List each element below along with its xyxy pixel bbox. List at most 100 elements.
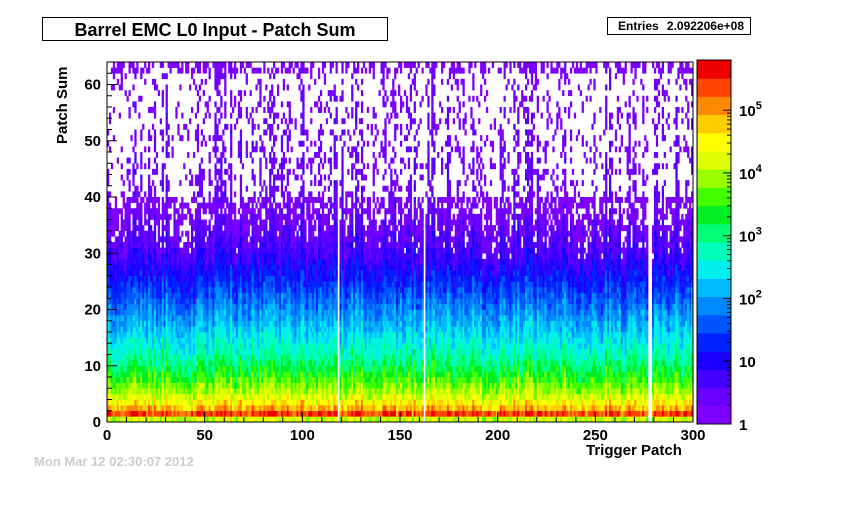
heatmap-cell [259, 337, 262, 344]
heatmap-cell [319, 354, 323, 361]
heatmap-cell [278, 298, 282, 305]
heatmap-cell [163, 281, 166, 288]
heatmap-cell [255, 275, 258, 282]
heatmap-cell [198, 168, 202, 175]
heatmap-cell [300, 292, 303, 299]
heatmap-cell [265, 275, 268, 282]
heatmap-cell [319, 90, 323, 97]
heatmap-cell [163, 264, 166, 271]
heatmap-cell [294, 326, 297, 333]
heatmap-cell [284, 67, 287, 74]
heatmap-cell [273, 191, 276, 198]
heatmap-cell [132, 163, 135, 170]
heatmap-cell [319, 180, 323, 187]
heatmap-cell [276, 377, 280, 383]
heatmap-cell [316, 337, 319, 344]
heatmap-cell [321, 225, 325, 232]
heatmap-cell [208, 275, 211, 282]
heatmap-cell [134, 292, 137, 299]
heatmap-cell [183, 332, 186, 338]
heatmap-cell [151, 247, 155, 254]
heatmap-cell [319, 219, 323, 226]
heatmap-cell [276, 332, 280, 338]
heatmap-cell [110, 208, 114, 215]
heatmap-cell [245, 213, 248, 220]
heatmap-cell [317, 152, 321, 158]
heatmap-cell [159, 388, 162, 395]
heatmap-cell [136, 377, 139, 383]
heatmap-cell [241, 326, 245, 333]
heatmap-cell [130, 264, 133, 271]
heatmap-cell [183, 315, 186, 322]
heatmap-cell [151, 168, 155, 175]
heatmap-cell [190, 73, 194, 80]
heatmap-cell [161, 135, 164, 142]
heatmap-cell [165, 146, 168, 153]
heatmap-cell [140, 320, 143, 327]
heatmap-cell [148, 197, 151, 203]
heatmap-cell [274, 332, 278, 338]
heatmap-cell [290, 242, 293, 248]
heatmap-cell [282, 258, 286, 265]
heatmap-cell [169, 315, 172, 322]
heatmap-cell [140, 388, 143, 395]
heatmap-cell [124, 410, 127, 417]
heatmap-cell [300, 410, 303, 417]
heatmap-cell [290, 236, 293, 243]
heatmap-cell [173, 287, 176, 293]
heatmap-cell [276, 123, 280, 130]
heatmap-cell [298, 410, 301, 417]
heatmap-cell [107, 343, 110, 350]
heatmap-cell [114, 320, 118, 327]
heatmap-cell [206, 107, 209, 113]
heatmap-cell [239, 365, 243, 372]
heatmap-cell [198, 393, 202, 400]
heatmap-cell [286, 213, 289, 220]
heatmap-cell [144, 275, 147, 282]
heatmap-cell [278, 213, 282, 220]
heatmap-cell [218, 247, 221, 254]
heatmap-cell [148, 157, 151, 164]
heatmap-cell [296, 360, 299, 367]
heatmap-cell [304, 377, 307, 383]
heatmap-cell [130, 253, 133, 260]
heatmap-cell [232, 309, 235, 316]
heatmap-cell [251, 343, 254, 350]
heatmap-cell [179, 309, 182, 316]
heatmap-cell [214, 152, 217, 158]
heatmap-cell [316, 292, 319, 299]
heatmap-cell [140, 382, 143, 389]
heatmap-cell [280, 174, 284, 181]
heatmap-cell [157, 208, 161, 215]
heatmap-cell [302, 309, 305, 316]
heatmap-cell [187, 281, 190, 288]
heatmap-cell [140, 287, 143, 293]
heatmap-cell [149, 298, 153, 305]
heatmap-cell [148, 62, 151, 68]
heatmap-cell [241, 292, 245, 299]
heatmap-cell [230, 348, 233, 355]
heatmap-cell [218, 67, 221, 74]
heatmap-cell [274, 174, 278, 181]
heatmap-cell [274, 270, 278, 277]
heatmap-cell [222, 258, 225, 265]
heatmap-cell [261, 393, 264, 400]
heatmap-cell [274, 247, 278, 254]
heatmap-cell [245, 410, 248, 417]
heatmap-cell [296, 287, 299, 293]
heatmap-cell [230, 258, 233, 265]
heatmap-cell [173, 230, 176, 237]
heatmap-cell [114, 377, 118, 383]
heatmap-cell [308, 377, 311, 383]
heatmap-cell [171, 292, 174, 299]
heatmap-cell [263, 332, 266, 338]
heatmap-cell [204, 309, 207, 316]
heatmap-cell [300, 242, 303, 248]
heatmap-cell [175, 337, 178, 344]
heatmap-cell [136, 281, 139, 288]
heatmap-cell [110, 332, 114, 338]
heatmap-cell [192, 292, 196, 299]
heatmap-cell [228, 67, 231, 74]
heatmap-cell [202, 303, 205, 310]
heatmap-cell [290, 275, 293, 282]
